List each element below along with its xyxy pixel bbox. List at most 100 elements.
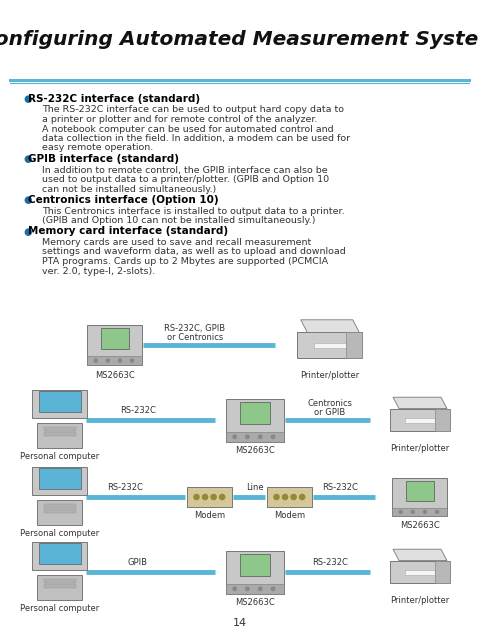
FancyBboxPatch shape: [226, 432, 284, 442]
Text: RS-232C: RS-232C: [322, 483, 358, 492]
Circle shape: [283, 494, 288, 500]
FancyBboxPatch shape: [240, 554, 270, 576]
FancyBboxPatch shape: [37, 575, 82, 600]
FancyBboxPatch shape: [405, 570, 435, 575]
Text: data collection in the field. In addition, a modem can be used for: data collection in the field. In additio…: [42, 134, 350, 143]
Polygon shape: [393, 549, 447, 561]
Text: 14: 14: [233, 618, 247, 628]
FancyBboxPatch shape: [390, 408, 450, 431]
Text: PTA programs. Cards up to 2 Mbytes are supported (PCMCIA: PTA programs. Cards up to 2 Mbytes are s…: [42, 257, 328, 266]
FancyBboxPatch shape: [435, 408, 450, 431]
Circle shape: [118, 359, 122, 362]
FancyBboxPatch shape: [44, 579, 76, 583]
FancyBboxPatch shape: [44, 504, 76, 508]
Circle shape: [399, 510, 402, 513]
Text: The RS-232C interface can be used to output hard copy data to: The RS-232C interface can be used to out…: [42, 106, 344, 115]
Circle shape: [94, 359, 97, 362]
Text: a printer or plotter and for remote control of the analyzer.: a printer or plotter and for remote cont…: [42, 115, 318, 124]
Text: ●: ●: [23, 154, 32, 164]
FancyBboxPatch shape: [435, 561, 450, 584]
Text: GPIB interface (standard): GPIB interface (standard): [28, 154, 179, 164]
FancyBboxPatch shape: [392, 508, 447, 516]
Text: Centronics interface (Option 10): Centronics interface (Option 10): [28, 195, 218, 205]
FancyBboxPatch shape: [44, 427, 76, 431]
Text: settings and waveform data, as well as to upload and download: settings and waveform data, as well as t…: [42, 248, 346, 257]
FancyBboxPatch shape: [314, 343, 346, 348]
FancyBboxPatch shape: [226, 584, 284, 593]
Circle shape: [259, 587, 262, 591]
Text: GPIB: GPIB: [128, 558, 148, 567]
Circle shape: [233, 435, 237, 438]
Text: (GPIB and Option 10 can not be installed simultaneously.): (GPIB and Option 10 can not be installed…: [42, 216, 316, 225]
Text: easy remote operation.: easy remote operation.: [42, 143, 153, 152]
Text: Memory cards are used to save and recall measurement: Memory cards are used to save and recall…: [42, 238, 311, 247]
Text: Configuring Automated Measurement System: Configuring Automated Measurement System: [0, 30, 479, 49]
FancyBboxPatch shape: [33, 467, 88, 495]
Text: Printer/plotter: Printer/plotter: [390, 444, 450, 453]
Text: can not be installed simultaneously.): can not be installed simultaneously.): [42, 184, 216, 193]
Text: ●: ●: [23, 227, 32, 237]
Circle shape: [435, 510, 439, 513]
FancyBboxPatch shape: [38, 543, 81, 564]
Circle shape: [203, 494, 208, 500]
FancyBboxPatch shape: [101, 328, 129, 349]
Text: ●: ●: [23, 94, 32, 104]
Text: MS2663C: MS2663C: [95, 371, 135, 380]
FancyBboxPatch shape: [37, 423, 82, 447]
Circle shape: [411, 510, 414, 513]
Text: Personal computer: Personal computer: [21, 529, 100, 538]
Circle shape: [106, 359, 109, 362]
FancyBboxPatch shape: [44, 584, 76, 588]
Text: used to output data to a printer/plotter. (GPIB and Option 10: used to output data to a printer/plotter…: [42, 175, 329, 184]
Circle shape: [246, 587, 249, 591]
FancyBboxPatch shape: [226, 399, 284, 442]
FancyBboxPatch shape: [38, 468, 81, 489]
Text: Line: Line: [246, 483, 264, 492]
Circle shape: [291, 494, 296, 500]
Text: MS2663C: MS2663C: [235, 598, 275, 607]
Text: Personal computer: Personal computer: [21, 452, 100, 461]
Text: Printer/plotter: Printer/plotter: [390, 596, 450, 605]
FancyBboxPatch shape: [33, 541, 88, 570]
FancyBboxPatch shape: [392, 478, 447, 516]
FancyBboxPatch shape: [346, 332, 363, 358]
FancyBboxPatch shape: [44, 509, 76, 513]
Polygon shape: [301, 320, 359, 332]
Circle shape: [194, 494, 199, 500]
FancyBboxPatch shape: [226, 550, 284, 593]
Text: Memory card interface (standard): Memory card interface (standard): [28, 227, 228, 237]
Circle shape: [246, 435, 249, 438]
Circle shape: [219, 494, 225, 500]
Text: ver. 2.0, type-I, 2-slots).: ver. 2.0, type-I, 2-slots).: [42, 266, 155, 275]
FancyBboxPatch shape: [88, 356, 142, 365]
FancyBboxPatch shape: [405, 418, 435, 422]
Text: Modem: Modem: [274, 511, 306, 520]
Text: Printer/plotter: Printer/plotter: [300, 371, 360, 380]
Text: RS-232C, GPIB: RS-232C, GPIB: [164, 324, 226, 333]
Text: RS-232C interface (standard): RS-232C interface (standard): [28, 94, 200, 104]
Text: ●: ●: [23, 195, 32, 205]
FancyBboxPatch shape: [44, 432, 76, 436]
FancyBboxPatch shape: [406, 481, 434, 500]
Circle shape: [271, 587, 274, 591]
Text: RS-232C: RS-232C: [120, 406, 156, 415]
Circle shape: [211, 494, 216, 500]
FancyBboxPatch shape: [33, 390, 88, 419]
FancyBboxPatch shape: [38, 392, 81, 412]
Circle shape: [274, 494, 279, 500]
FancyBboxPatch shape: [267, 487, 312, 507]
Circle shape: [259, 435, 262, 438]
Text: A notebook computer can be used for automated control and: A notebook computer can be used for auto…: [42, 125, 334, 134]
Circle shape: [130, 359, 134, 362]
FancyBboxPatch shape: [37, 500, 82, 525]
Text: MS2663C: MS2663C: [235, 446, 275, 455]
FancyBboxPatch shape: [88, 325, 142, 365]
Text: This Centronics interface is installed to output data to a printer.: This Centronics interface is installed t…: [42, 207, 344, 216]
FancyBboxPatch shape: [297, 332, 363, 358]
Text: MS2663C: MS2663C: [400, 521, 440, 530]
Text: or Centronics: or Centronics: [167, 333, 223, 342]
Circle shape: [299, 494, 305, 500]
Circle shape: [423, 510, 426, 513]
Text: In addition to remote control, the GPIB interface can also be: In addition to remote control, the GPIB …: [42, 166, 328, 175]
Circle shape: [271, 435, 274, 438]
